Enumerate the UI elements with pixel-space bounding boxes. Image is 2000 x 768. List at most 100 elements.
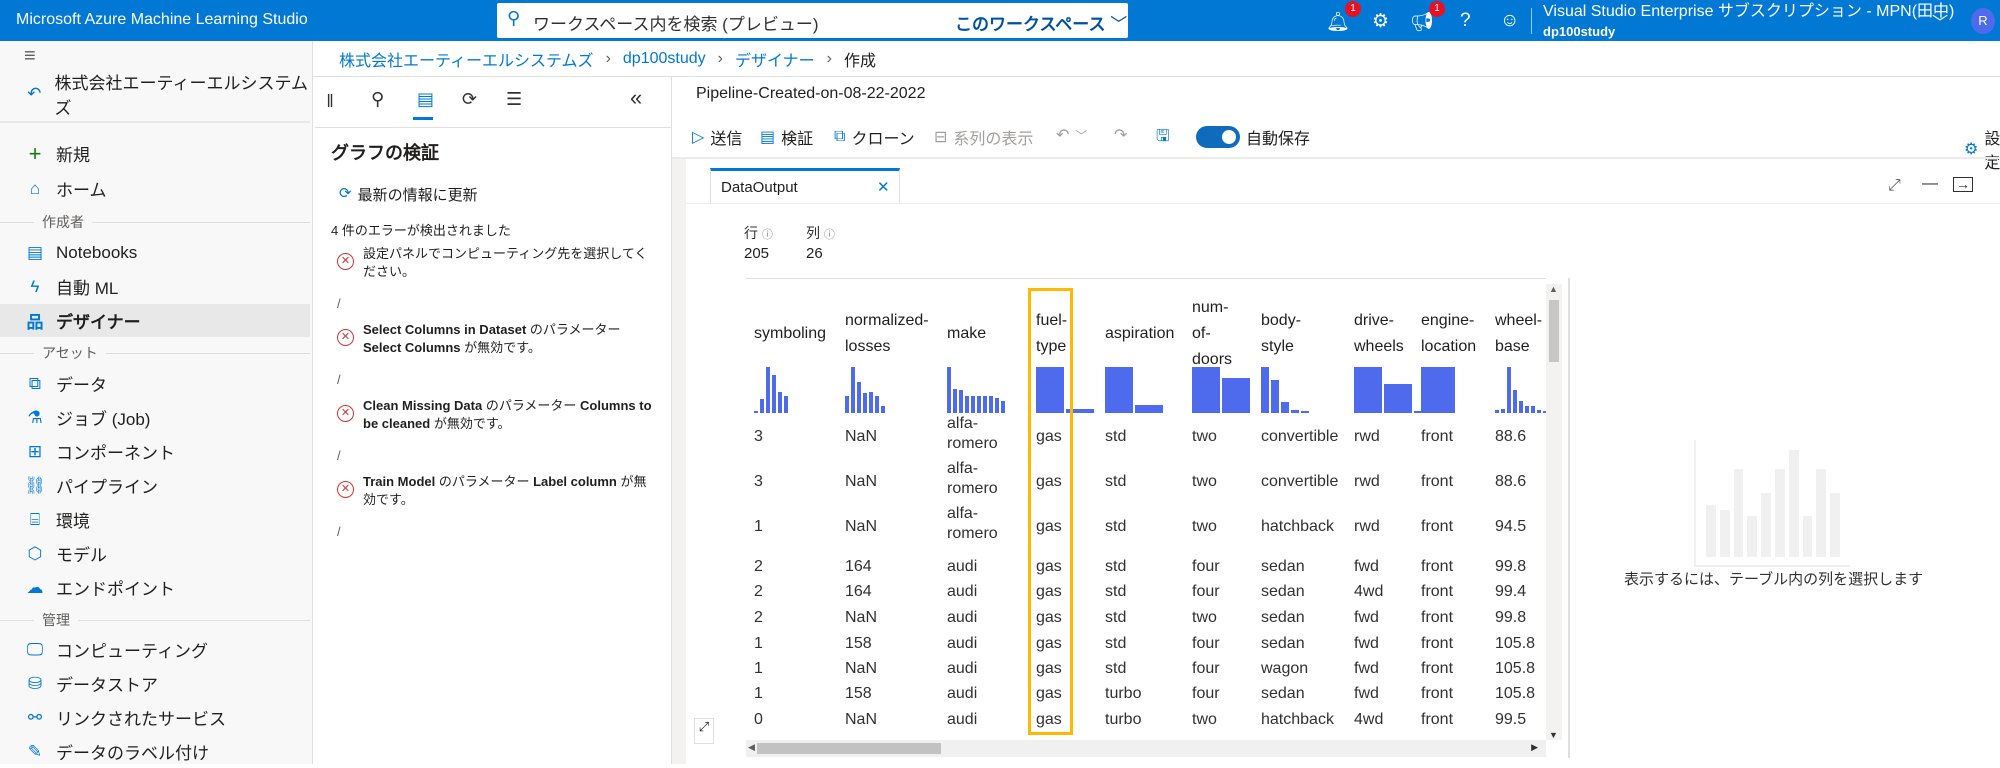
horizontal-scrollbar[interactable]: ◀ ▶ [746, 740, 1546, 757]
validate-graph-icon[interactable]: ▤ [417, 89, 435, 109]
subscription-name[interactable]: Visual Studio Enterprise サブスクリプション - MPN… [1543, 3, 1955, 20]
column-histogram[interactable] [1354, 367, 1442, 413]
sidebar-item-data-labeling[interactable]: ✎ データのラベル付け [0, 735, 310, 768]
table-cell[interactable]: two [1192, 609, 1217, 626]
table-cell[interactable]: audi [947, 660, 978, 677]
clone-button[interactable]: ⧉ クローン [834, 125, 915, 149]
table-cell[interactable]: gas [1036, 609, 1062, 626]
table-cell[interactable]: front [1421, 711, 1454, 728]
breadcrumb-workspace[interactable]: dp100study [622, 49, 706, 67]
sidebar-item-data[interactable]: ⧉ データ [0, 367, 310, 400]
table-cell[interactable]: four [1192, 635, 1220, 652]
breadcrumb-org[interactable]: 株式会社エーティーエルシステムズ [339, 52, 594, 70]
search-icon[interactable]: ⚲ [371, 89, 385, 109]
table-cell[interactable]: gas [1036, 583, 1062, 600]
table-cell[interactable]: std [1105, 428, 1127, 445]
table-cell[interactable]: audi [947, 711, 978, 728]
vertical-scrollbar[interactable]: ▲ ▼ [1546, 284, 1562, 740]
column-histogram[interactable] [845, 367, 885, 413]
sidebar-item-endpoints[interactable]: ☁ エンドポイント [0, 571, 310, 604]
table-cell[interactable]: rwd [1354, 518, 1380, 535]
column-header[interactable]: body-style [1261, 312, 1302, 355]
error-item[interactable]: ✕ Clean Missing Data のパラメーター Columns to b… [337, 397, 657, 465]
vertical-scroll-thumb[interactable] [1549, 300, 1559, 362]
error-item[interactable]: ✕ Select Columns in Dataset のパラメーター Selec… [337, 321, 657, 389]
table-cell[interactable]: four [1192, 583, 1220, 600]
table-cell[interactable]: std [1105, 558, 1127, 575]
table-cell[interactable]: convertible [1261, 428, 1339, 445]
table-cell[interactable]: 99.4 [1495, 583, 1527, 600]
table-cell[interactable]: audi [947, 609, 978, 626]
show-lineage-button[interactable]: ⊟ 系列の表示 [934, 125, 1033, 149]
scroll-right-icon[interactable]: ▶ [1531, 742, 1538, 752]
sidebar-item-datastores[interactable]: ⛁ データストア [0, 667, 310, 700]
table-cell[interactable]: gas [1036, 558, 1062, 575]
announcements-button[interactable]: 📢︎ 1 [1410, 1, 1445, 34]
table-cell[interactable]: 2 [754, 583, 763, 600]
sidebar-item-home[interactable]: ⌂ ホーム [0, 172, 310, 205]
table-cell[interactable]: convertible [1261, 473, 1339, 490]
sidebar-item-new[interactable]: + 新規 [0, 137, 310, 170]
table-cell[interactable]: 94.5 [1495, 518, 1527, 535]
sidebar-item-designer[interactable]: 品デザイナー [0, 304, 310, 337]
sidebar-item-models[interactable]: ⬡ モデル [0, 537, 310, 570]
table-cell[interactable]: std [1105, 583, 1127, 600]
table-cell[interactable]: alfa- romero [947, 460, 998, 497]
table-cell[interactable]: front [1421, 583, 1454, 600]
table-cell[interactable]: std [1105, 473, 1127, 490]
fit-view-icon[interactable]: ⤢ [694, 718, 714, 744]
search-box[interactable]: ⚲ ワークスペース内を検索 (プレビュー) このワークスペース ﹀ [497, 3, 1128, 38]
table-cell[interactable]: sedan [1261, 558, 1305, 575]
table-cell[interactable]: gas [1036, 635, 1062, 652]
table-cell[interactable]: NaN [845, 518, 878, 535]
table-cell[interactable]: two [1192, 473, 1217, 490]
table-cell[interactable]: 88.6 [1495, 473, 1527, 490]
avatar[interactable]: R [1971, 8, 1995, 34]
settings-icon[interactable]: ⚙ [1372, 11, 1390, 32]
workspace-name[interactable]: dp100study [1543, 24, 1616, 39]
table-cell[interactable]: alfa- romero [947, 415, 998, 452]
table-cell[interactable]: fwd [1354, 609, 1379, 626]
breadcrumb-designer[interactable]: デザイナー [734, 52, 815, 70]
table-cell[interactable]: gas [1036, 711, 1062, 728]
error-item[interactable]: ✕ Train Model のパラメーター Label column が無効です。… [337, 473, 657, 541]
table-cell[interactable]: hatchback [1261, 711, 1334, 728]
table-cell[interactable]: two [1192, 711, 1217, 728]
settings-button[interactable]: ⚙ 設定 [1964, 125, 2000, 173]
table-cell[interactable]: alfa- romero [947, 505, 998, 542]
table-cell[interactable]: four [1192, 660, 1220, 677]
table-cell[interactable]: fwd [1354, 635, 1379, 652]
table-cell[interactable]: wagon [1261, 660, 1309, 677]
chevron-down-icon[interactable]: ﹀ [1932, 15, 1949, 32]
table-cell[interactable]: 2 [754, 558, 763, 575]
column-header[interactable]: symboling [754, 325, 827, 342]
table-cell[interactable]: 99.8 [1495, 558, 1527, 575]
sidebar-item-jobs[interactable]: ⚗ ジョブ (Job) [0, 401, 310, 434]
table-cell[interactable]: 2 [754, 609, 763, 626]
table-cell[interactable]: 1 [754, 518, 763, 535]
sidebar-item-linked-services[interactable]: ⚯ リンクされたサービス [0, 701, 310, 734]
table-cell[interactable]: front [1421, 518, 1454, 535]
table-cell[interactable]: audi [947, 583, 978, 600]
search-scope-dropdown[interactable]: このワークスペース ﹀ [955, 10, 1127, 35]
table-cell[interactable]: front [1421, 558, 1454, 575]
table-cell[interactable]: gas [1036, 518, 1062, 535]
horizontal-scroll-thumb[interactable] [757, 743, 941, 754]
table-cell[interactable]: 1 [754, 660, 763, 677]
column-header[interactable]: drive- wheels [1354, 312, 1404, 355]
pipeline-title[interactable]: Pipeline-Created-on-08-22-2022 [696, 85, 926, 102]
sidebar-item-components[interactable]: ⊞ コンポーネント [0, 435, 310, 468]
table-cell[interactable]: front [1421, 635, 1454, 652]
table-cell[interactable]: two [1192, 518, 1217, 535]
column-histogram[interactable] [1036, 367, 1094, 413]
table-cell[interactable]: front [1421, 685, 1454, 702]
table-cell[interactable]: turbo [1105, 711, 1142, 728]
validate-button[interactable]: ▤ 検証 [760, 125, 813, 149]
column-histogram[interactable] [1105, 367, 1163, 413]
sidebar-back-workspace[interactable]: ↶ 株式会社エーティーエルシステムズ [0, 74, 310, 118]
table-cell[interactable]: sedan [1261, 635, 1305, 652]
table-cell[interactable]: two [1192, 428, 1217, 445]
table-cell[interactable]: NaN [845, 711, 878, 728]
table-cell[interactable]: sedan [1261, 583, 1305, 600]
sidebar-item-environments[interactable]: ⌸ 環境 [0, 503, 310, 536]
